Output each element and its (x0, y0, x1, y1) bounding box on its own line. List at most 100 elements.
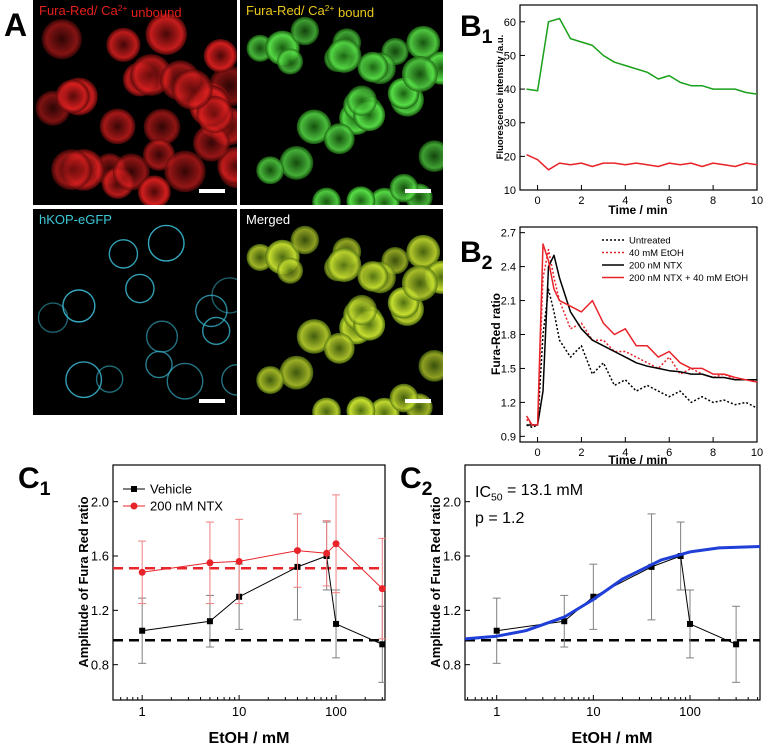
series-line (525, 243, 758, 426)
panel-letter: C1 (18, 462, 51, 500)
cell (196, 96, 234, 134)
cell (106, 27, 141, 62)
series-line (526, 154, 758, 171)
x-tick-label: 4 (622, 195, 628, 207)
cells (35, 13, 237, 205)
y-tick-label: 30 (504, 118, 516, 130)
series-line (526, 288, 758, 429)
y-tick-label: 1.2 (91, 603, 109, 618)
cell (145, 13, 188, 55)
y-tick-label: 1.8 (501, 329, 516, 341)
cell (312, 187, 341, 205)
panel-letter-main: A (4, 7, 27, 43)
legend-label: 200 nM NTX + 40 mM EtOH (629, 273, 748, 284)
y-tick-label: 1.6 (91, 549, 109, 564)
cell (62, 289, 96, 323)
y-tick-label: 2.0 (91, 494, 109, 509)
y-tick-label: 60 (504, 17, 516, 29)
cell (143, 108, 181, 146)
cells (37, 224, 237, 400)
series-line (464, 545, 761, 641)
panel-letter-main: B (460, 10, 482, 43)
panel-letter-main: B (460, 236, 482, 269)
cell (203, 38, 237, 73)
legend-label: 200 nM NTX (629, 260, 683, 271)
y-tick-label: 0.9 (501, 431, 516, 443)
y-axis-title: Amplitude of Fura Red ratio (76, 496, 91, 667)
x-axis-title: Time / min (608, 453, 667, 467)
y-axis-title: Amplitude of Fura Red ratio (428, 496, 443, 667)
image-label: Fura-Red/ Ca2+ unbound (39, 3, 182, 20)
panel-letter: B2 (460, 236, 493, 274)
y-tick-label: 0.8 (443, 657, 461, 672)
cell (172, 69, 213, 110)
x-tick-label: 8 (710, 195, 716, 207)
x-tick-label: 6 (666, 195, 672, 207)
cell (202, 316, 231, 346)
x-tick-label: 100 (679, 704, 701, 719)
cell (312, 397, 341, 415)
x-tick-label: 0 (534, 447, 540, 459)
y-tick-label: 40 (504, 84, 516, 96)
y-axis-title: Fura-Red ratio (489, 293, 503, 375)
marker (332, 540, 340, 548)
marker (648, 563, 655, 570)
cell (112, 153, 150, 191)
annotation-sub: 50 (491, 493, 503, 504)
cell (99, 108, 136, 145)
cell (256, 366, 285, 394)
series-line (526, 248, 758, 426)
cell (137, 175, 171, 205)
marker (206, 559, 214, 567)
series-line (142, 543, 383, 589)
cell (346, 294, 377, 326)
y-tick-label: 0.8 (91, 657, 109, 672)
cell (95, 365, 124, 393)
image-label-sup: 2+ (118, 3, 128, 13)
cell (125, 273, 155, 304)
cell (346, 396, 376, 415)
cell (326, 247, 362, 282)
cell (147, 224, 185, 262)
marker (206, 618, 213, 625)
y-tick-label: 2.7 (501, 228, 516, 240)
cell (211, 277, 237, 314)
y-tick-label: 50 (504, 50, 516, 62)
image-label-main: Fura-Red/ Ca (246, 3, 326, 18)
cell (65, 361, 103, 399)
marker (379, 641, 386, 648)
cell (346, 186, 376, 205)
marker (378, 585, 386, 593)
x-tick-label: 0 (534, 195, 540, 207)
legend-label: 40 mM EtOH (629, 248, 684, 259)
marker (293, 547, 301, 555)
cell (108, 239, 139, 269)
x-tick-label: 10 (232, 704, 246, 719)
image-label-sup: 2+ (325, 3, 335, 13)
cell (290, 225, 320, 255)
x-tick-label: 2 (578, 447, 584, 459)
image-label: Fura-Red/ Ca2+ bound (246, 3, 374, 20)
image-label-main: Fura-Red/ Ca (39, 3, 119, 18)
x-tick-label: 6 (666, 447, 672, 459)
cell (55, 79, 90, 114)
cell (296, 319, 332, 354)
cell (418, 140, 443, 172)
cell (221, 364, 237, 396)
x-tick-label: 100 (325, 704, 347, 719)
x-tick-label: 10 (586, 704, 600, 719)
annotation-main: IC (475, 484, 491, 501)
cell (256, 156, 285, 185)
cell (296, 109, 332, 145)
y-tick-label: 20 (504, 151, 516, 163)
annotation: p = 1.2 (475, 510, 524, 527)
panel-letter-sub: 2 (482, 252, 493, 274)
cell (192, 124, 230, 162)
cell (323, 332, 355, 364)
cells (246, 16, 443, 205)
cells (246, 225, 443, 415)
x-tick-label: 2 (578, 195, 584, 207)
cell (401, 265, 438, 302)
legend-label: 200 nM NTX (150, 499, 223, 514)
